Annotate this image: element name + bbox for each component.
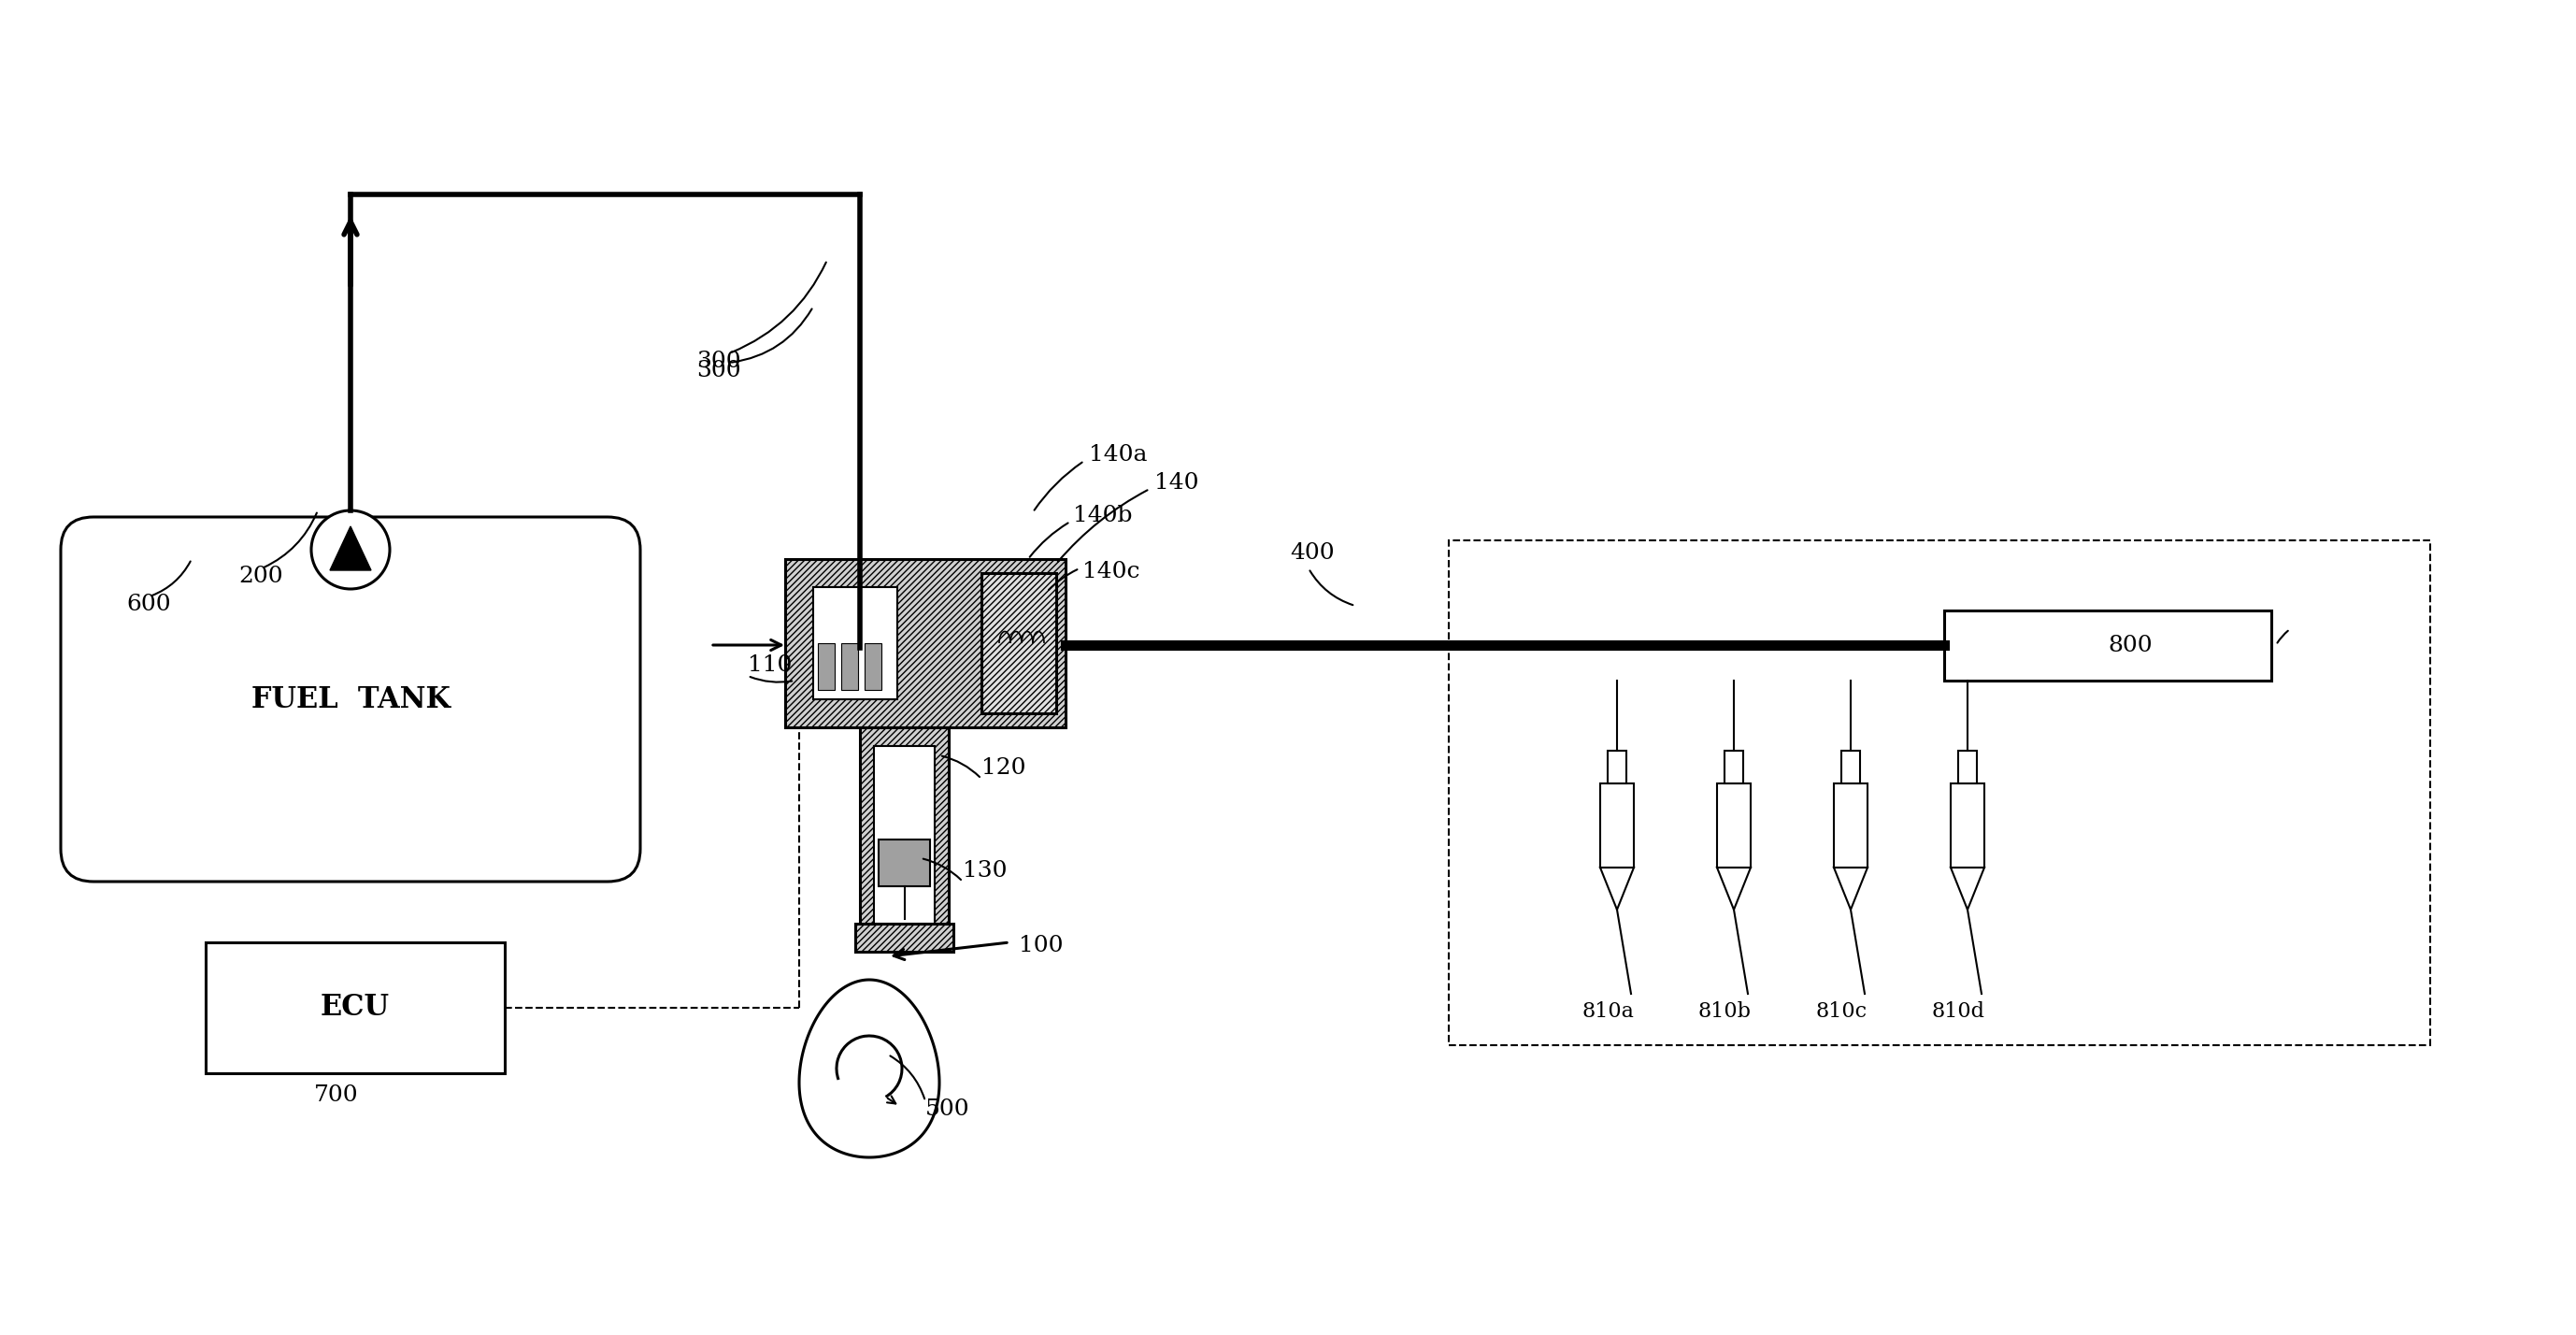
Bar xyxy=(878,840,930,886)
Text: 400: 400 xyxy=(1291,542,1334,563)
Text: 600: 600 xyxy=(126,594,170,615)
Bar xyxy=(860,728,948,933)
Polygon shape xyxy=(1718,868,1752,909)
Polygon shape xyxy=(1950,868,1984,909)
Text: FUEL  TANK: FUEL TANK xyxy=(250,685,451,714)
Bar xyxy=(1958,750,1976,784)
Circle shape xyxy=(312,510,389,589)
Text: 800: 800 xyxy=(2107,634,2151,655)
Bar xyxy=(855,924,953,952)
Bar xyxy=(1723,750,1744,784)
Bar xyxy=(981,573,1056,713)
Text: 140c: 140c xyxy=(1082,561,1139,582)
Bar xyxy=(817,643,835,690)
Bar xyxy=(1600,784,1633,868)
Bar xyxy=(981,573,1056,713)
Text: 200: 200 xyxy=(240,566,283,587)
Bar xyxy=(1945,610,2272,681)
Text: 700: 700 xyxy=(314,1084,358,1105)
Bar xyxy=(1950,784,1984,868)
Polygon shape xyxy=(1834,868,1868,909)
Text: 140b: 140b xyxy=(1074,505,1133,526)
Bar xyxy=(873,746,935,924)
Bar xyxy=(814,587,896,700)
Text: 110: 110 xyxy=(747,654,791,676)
FancyBboxPatch shape xyxy=(62,517,641,881)
Polygon shape xyxy=(330,526,371,570)
Bar xyxy=(1834,784,1868,868)
Bar xyxy=(855,924,953,952)
FancyBboxPatch shape xyxy=(206,943,505,1073)
Text: 810d: 810d xyxy=(1932,1001,1986,1021)
Bar xyxy=(1842,750,1860,784)
Bar xyxy=(842,643,858,690)
Text: 810a: 810a xyxy=(1582,1001,1633,1021)
Bar xyxy=(866,643,881,690)
Text: 140a: 140a xyxy=(1090,445,1146,466)
Bar xyxy=(786,559,1066,728)
Text: 810c: 810c xyxy=(1816,1001,1868,1021)
Bar xyxy=(860,728,948,933)
Text: 140: 140 xyxy=(1154,473,1198,494)
Text: 300: 300 xyxy=(696,360,742,382)
Bar xyxy=(1607,750,1625,784)
Text: 120: 120 xyxy=(981,757,1025,778)
Text: 300: 300 xyxy=(696,351,742,372)
Polygon shape xyxy=(799,980,940,1157)
Text: 130: 130 xyxy=(963,860,1007,881)
Bar xyxy=(786,559,1066,728)
Text: 100: 100 xyxy=(1020,934,1064,956)
Text: ECU: ECU xyxy=(319,993,389,1023)
Polygon shape xyxy=(1600,868,1633,909)
Text: 810b: 810b xyxy=(1698,1001,1752,1021)
Text: 500: 500 xyxy=(925,1099,969,1120)
Bar xyxy=(1718,784,1752,868)
